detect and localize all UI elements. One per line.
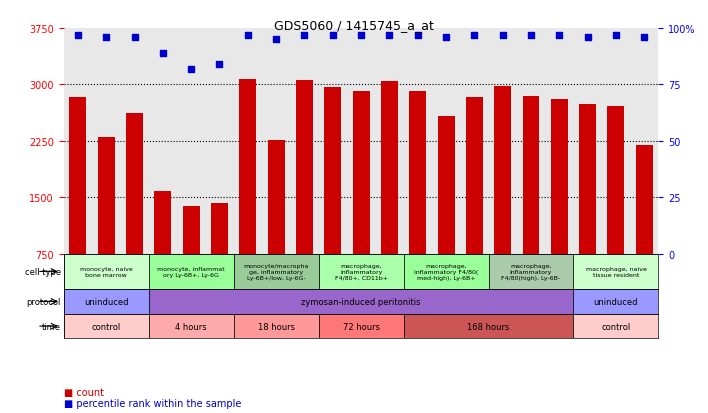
FancyBboxPatch shape bbox=[573, 254, 658, 290]
Bar bbox=[523, 97, 539, 311]
Point bbox=[72, 32, 84, 39]
Point bbox=[412, 32, 423, 39]
Bar bbox=[126, 114, 143, 311]
Bar bbox=[98, 138, 115, 311]
FancyBboxPatch shape bbox=[319, 254, 404, 290]
Point bbox=[469, 32, 480, 39]
Text: macrophage, naive
tissue resident: macrophage, naive tissue resident bbox=[586, 266, 646, 277]
Text: macrophage,
inflammatory
F4/80(high), Ly-6B-: macrophage, inflammatory F4/80(high), Ly… bbox=[501, 263, 561, 280]
Point bbox=[299, 32, 310, 39]
Bar bbox=[211, 203, 228, 311]
FancyBboxPatch shape bbox=[489, 254, 573, 290]
Text: ■ percentile rank within the sample: ■ percentile rank within the sample bbox=[64, 398, 241, 408]
Point bbox=[270, 37, 282, 43]
Bar bbox=[579, 105, 596, 311]
FancyBboxPatch shape bbox=[149, 254, 234, 290]
Point bbox=[101, 35, 112, 41]
Text: control: control bbox=[91, 322, 121, 331]
Text: GDS5060 / 1415745_a_at: GDS5060 / 1415745_a_at bbox=[274, 19, 434, 31]
Text: control: control bbox=[601, 322, 631, 331]
Bar bbox=[154, 192, 171, 311]
Point bbox=[242, 32, 253, 39]
Text: time: time bbox=[42, 322, 61, 331]
Point bbox=[440, 35, 452, 41]
Text: uninduced: uninduced bbox=[84, 297, 128, 306]
Point bbox=[525, 32, 537, 39]
FancyBboxPatch shape bbox=[149, 314, 234, 339]
Bar bbox=[636, 145, 653, 311]
Bar bbox=[268, 141, 285, 311]
Bar bbox=[353, 92, 370, 311]
Text: monocyte/macropha
ge, inflammatory
Ly-6B+/low, Ly-6G-: monocyte/macropha ge, inflammatory Ly-6B… bbox=[244, 263, 309, 280]
FancyBboxPatch shape bbox=[149, 290, 573, 314]
Point bbox=[214, 62, 225, 68]
Bar bbox=[381, 82, 398, 311]
Text: protocol: protocol bbox=[26, 297, 61, 306]
FancyBboxPatch shape bbox=[64, 290, 149, 314]
Text: 18 hours: 18 hours bbox=[258, 322, 295, 331]
Text: monocyte, inflammat
ory Ly-6B+, Ly-6G: monocyte, inflammat ory Ly-6B+, Ly-6G bbox=[157, 266, 225, 277]
Bar bbox=[183, 207, 200, 311]
Text: macrophage,
inflammatory F4/80(
med-high), Ly-6B+: macrophage, inflammatory F4/80( med-high… bbox=[414, 263, 478, 280]
Text: 4 hours: 4 hours bbox=[176, 322, 207, 331]
Text: monocyte, naive
bone marrow: monocyte, naive bone marrow bbox=[80, 266, 132, 277]
Bar bbox=[551, 100, 568, 311]
Point bbox=[384, 32, 395, 39]
FancyBboxPatch shape bbox=[64, 254, 149, 290]
Bar bbox=[69, 98, 86, 311]
Point bbox=[185, 66, 197, 73]
Bar bbox=[409, 92, 426, 311]
Point bbox=[129, 35, 140, 41]
Point bbox=[610, 32, 622, 39]
Text: macrophage,
inflammatory
F4/80+, CD11b+: macrophage, inflammatory F4/80+, CD11b+ bbox=[335, 263, 387, 280]
Text: 168 hours: 168 hours bbox=[467, 322, 510, 331]
Point bbox=[497, 32, 508, 39]
FancyBboxPatch shape bbox=[319, 314, 404, 339]
Point bbox=[582, 35, 593, 41]
Point bbox=[157, 50, 169, 57]
Bar bbox=[466, 98, 483, 311]
Text: 72 hours: 72 hours bbox=[343, 322, 379, 331]
Bar bbox=[494, 87, 511, 311]
Bar bbox=[296, 81, 313, 311]
FancyBboxPatch shape bbox=[64, 314, 149, 339]
Point bbox=[639, 35, 650, 41]
Bar bbox=[239, 80, 256, 311]
FancyBboxPatch shape bbox=[234, 314, 319, 339]
Text: zymosan-induced peritonitis: zymosan-induced peritonitis bbox=[302, 297, 421, 306]
Bar bbox=[438, 117, 455, 311]
Bar bbox=[324, 88, 341, 311]
FancyBboxPatch shape bbox=[573, 290, 658, 314]
Bar bbox=[607, 106, 624, 311]
FancyBboxPatch shape bbox=[234, 254, 319, 290]
Text: ■ count: ■ count bbox=[64, 387, 103, 397]
FancyBboxPatch shape bbox=[404, 254, 489, 290]
FancyBboxPatch shape bbox=[573, 314, 658, 339]
Text: cell type: cell type bbox=[25, 267, 61, 276]
Point bbox=[355, 32, 367, 39]
FancyBboxPatch shape bbox=[404, 314, 573, 339]
Point bbox=[554, 32, 565, 39]
Point bbox=[327, 32, 338, 39]
Text: uninduced: uninduced bbox=[594, 297, 638, 306]
